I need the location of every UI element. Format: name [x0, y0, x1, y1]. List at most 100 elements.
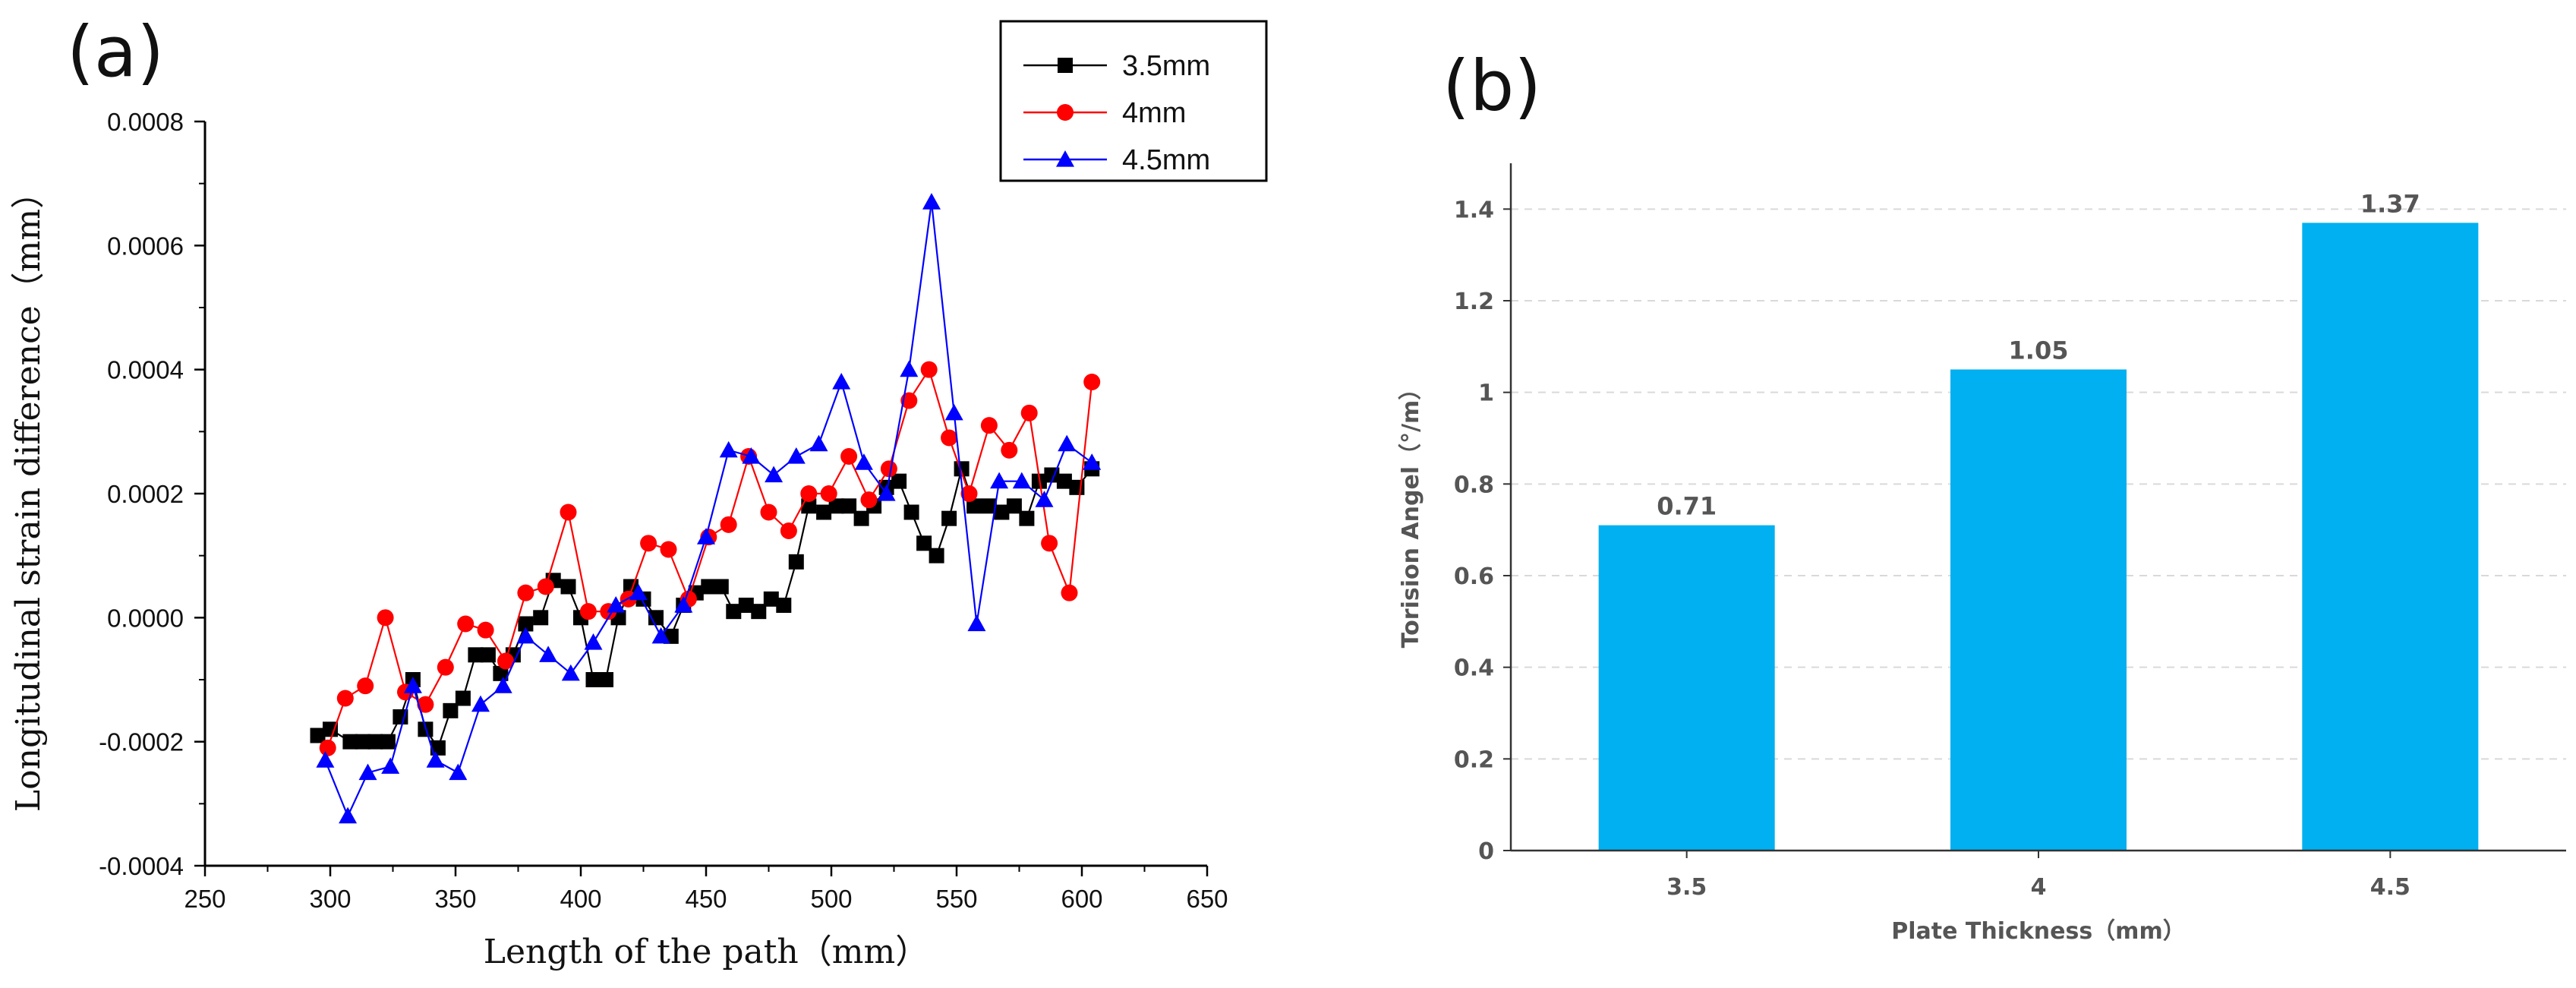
data-point: [944, 403, 963, 421]
data-point: [518, 616, 534, 632]
data-point: [960, 485, 978, 502]
x-tick-label: 350: [434, 885, 476, 913]
data-point: [426, 751, 445, 768]
data-point: [941, 510, 957, 526]
data-point: [443, 702, 459, 718]
data-point: [310, 728, 326, 743]
bar-value-label: 0.71: [1657, 492, 1717, 521]
data-point: [697, 528, 715, 545]
data-point: [920, 361, 938, 378]
series-4mm: [319, 361, 1101, 756]
data-point: [1058, 434, 1077, 452]
legend-box: [999, 20, 1268, 182]
data-point: [751, 604, 767, 620]
x-tick-label: 500: [810, 885, 852, 913]
data-point: [316, 751, 335, 768]
data-point: [903, 504, 919, 520]
data-point: [860, 491, 878, 509]
legend-item: 4.5mm: [1023, 144, 1210, 176]
data-point: [726, 604, 742, 620]
data-point: [640, 535, 657, 552]
data-point: [537, 578, 554, 595]
series-4.5mm: [316, 193, 1102, 824]
data-point: [941, 429, 958, 447]
data-point: [516, 627, 535, 644]
y-tick-label: 0.8: [1454, 472, 1494, 498]
data-point: [891, 473, 907, 489]
data-point: [916, 535, 932, 551]
data-point: [900, 360, 919, 377]
legend-item: 3.5mm: [1023, 50, 1210, 82]
data-point: [1001, 441, 1018, 459]
y-tick-label: 1.2: [1454, 289, 1494, 315]
data-point: [1083, 453, 1102, 470]
data-point: [651, 627, 670, 644]
legend-label: 4mm: [1122, 97, 1186, 129]
data-point: [584, 633, 603, 650]
data-point: [719, 440, 738, 458]
data-point: [1041, 535, 1058, 552]
bar: [2302, 223, 2479, 851]
data-point: [981, 498, 997, 514]
data-point: [800, 485, 818, 502]
data-point: [980, 417, 998, 434]
y-tick-label: 1: [1478, 380, 1494, 407]
data-point: [598, 672, 613, 687]
panel-a-y-title: Longitudinal strain difference（mm）: [9, 175, 48, 812]
data-point: [367, 734, 383, 750]
data-point: [1019, 510, 1035, 526]
bar: [1598, 525, 1775, 851]
data-point: [1012, 472, 1031, 489]
data-point: [533, 610, 549, 626]
panel-a-ticks: 250 300 350 400 450 500 550 600 650 -0.0004 -0.000…: [99, 108, 1228, 913]
data-point: [468, 647, 484, 663]
data-point: [809, 434, 828, 452]
panel-b-bars: 0.71 1.05 1.37: [1598, 189, 2479, 851]
panel-a-x-title: Length of the path（mm）: [484, 933, 929, 971]
data-point: [1035, 491, 1054, 507]
data-point: [713, 579, 729, 595]
x-tick-label: 4.5: [2370, 874, 2410, 901]
data-point: [323, 721, 338, 737]
x-tick-label: 300: [309, 885, 351, 913]
data-point: [954, 461, 970, 477]
data-point: [648, 610, 664, 626]
data-point: [760, 503, 777, 521]
x-tick-label: 550: [935, 885, 977, 913]
y-tick-label: 0.2: [1454, 747, 1494, 773]
data-point: [342, 734, 358, 750]
legend-item: 4mm: [1023, 97, 1186, 129]
x-tick-label: 250: [184, 885, 225, 913]
data-point: [765, 466, 784, 483]
data-point: [477, 621, 494, 639]
data-point: [377, 609, 394, 627]
data-point: [517, 584, 534, 601]
data-point: [787, 447, 806, 464]
data-point: [877, 485, 896, 501]
data-point: [674, 596, 693, 613]
data-point: [1056, 150, 1074, 167]
data-point: [358, 763, 377, 781]
y-tick-label: 0.4: [1454, 655, 1494, 682]
data-point: [1061, 584, 1078, 601]
y-tick-label: 0.0004: [107, 356, 184, 384]
data-point: [561, 664, 580, 681]
legend-label: 4.5mm: [1122, 144, 1210, 176]
data-point: [607, 596, 626, 613]
data-point: [457, 615, 475, 633]
data-point: [497, 652, 514, 670]
data-point: [929, 548, 944, 563]
data-point: [1057, 104, 1074, 121]
data-point: [922, 193, 941, 210]
data-point: [336, 690, 354, 707]
data-point: [967, 614, 986, 632]
y-tick-label: 0.6: [1454, 563, 1494, 590]
data-point: [966, 498, 982, 514]
panel-a: (a) 250 300 350 400 450 500 550 600 650 -0.0004 -0…: [9, 11, 1268, 971]
x-tick-label: 4: [2031, 874, 2047, 901]
panel-b-y-title: Torision Angel（°/m）: [1398, 377, 1424, 649]
data-point: [738, 598, 754, 613]
y-tick-label: 1.4: [1454, 197, 1494, 223]
data-point: [828, 498, 844, 514]
legend: 3.5mm 4mm 4.5mm: [999, 20, 1268, 182]
